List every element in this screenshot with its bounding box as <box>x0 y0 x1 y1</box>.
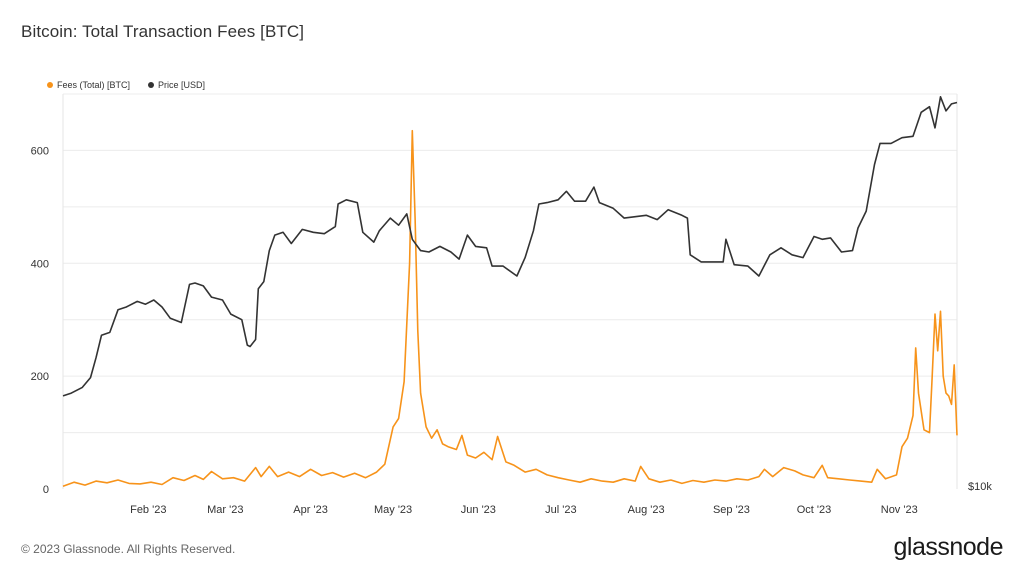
x-tick-label: Sep '23 <box>713 504 750 516</box>
x-tick-label: Mar '23 <box>207 504 243 516</box>
gridlines <box>62 93 958 489</box>
x-tick-label: May '23 <box>374 504 412 516</box>
y-tick-label: 600 <box>31 145 49 157</box>
footer-copyright: © 2023 Glassnode. All Rights Reserved. <box>21 542 236 556</box>
y-tick-label: 400 <box>31 258 49 270</box>
x-tick-label: Apr '23 <box>293 504 328 516</box>
series-line-price <box>62 96 958 397</box>
axes: 0 200 400 600 Feb '23 Mar '23 Apr '23 May '23 Ju… <box>31 145 993 516</box>
x-tick-label: Jul '23 <box>545 504 576 516</box>
legend-price-label: Price [USD] <box>158 80 206 90</box>
x-tick-label: Aug '23 <box>628 504 665 516</box>
legend-fees-label: Fees (Total) [BTC] <box>57 80 131 90</box>
legend-price-dot-icon <box>148 82 155 88</box>
legend-item-price[interactable]: Price [USD] <box>148 80 205 90</box>
brand-logo: glassnode <box>893 533 1004 561</box>
x-tick-label: Feb '23 <box>130 504 166 516</box>
chart-title: Bitcoin: Total Transaction Fees [BTC] <box>21 22 305 41</box>
legend-item-fees[interactable]: Fees (Total) [BTC] <box>47 80 130 90</box>
y-tick-label: 200 <box>31 371 49 383</box>
series-line-fees <box>62 129 958 487</box>
x-tick-label: Oct '23 <box>797 504 832 516</box>
series-lines <box>62 96 958 487</box>
chart-legend: Fees (Total) [BTC] Price [USD] <box>47 80 205 90</box>
y-tick-label: 0 <box>43 484 49 496</box>
x-tick-label: Nov '23 <box>881 504 918 516</box>
legend-fees-dot-icon <box>47 82 53 88</box>
x-tick-label: Jun '23 <box>461 504 496 516</box>
right-axis-label: $10k <box>968 481 992 493</box>
